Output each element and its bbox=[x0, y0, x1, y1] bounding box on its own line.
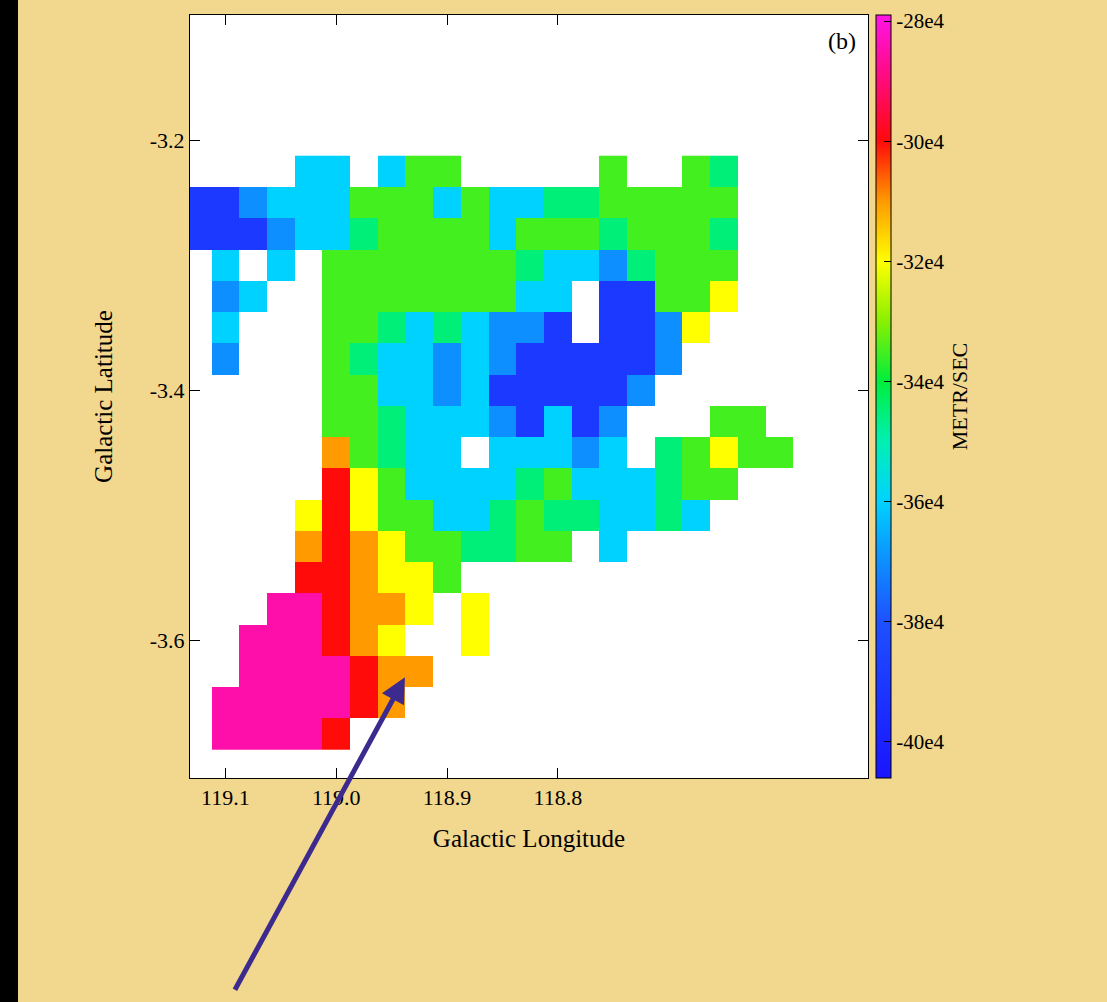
svg-text:119.0: 119.0 bbox=[312, 785, 361, 810]
svg-text:-40e4: -40e4 bbox=[896, 730, 944, 754]
svg-text:118.8: 118.8 bbox=[533, 785, 582, 810]
svg-text:-30e4: -30e4 bbox=[896, 130, 944, 154]
svg-text:-34e4: -34e4 bbox=[896, 370, 944, 394]
svg-text:-32e4: -32e4 bbox=[896, 250, 944, 274]
svg-text:-36e4: -36e4 bbox=[896, 490, 944, 514]
svg-text:-3.6: -3.6 bbox=[150, 628, 185, 653]
svg-text:119.1: 119.1 bbox=[201, 785, 250, 810]
svg-text:Galactic Longitude: Galactic Longitude bbox=[433, 825, 625, 852]
svg-text:-38e4: -38e4 bbox=[896, 610, 944, 634]
svg-text:-28e4: -28e4 bbox=[896, 9, 944, 33]
svg-text:(b): (b) bbox=[828, 28, 856, 54]
svg-text:-3.2: -3.2 bbox=[150, 128, 185, 153]
svg-text:-3.4: -3.4 bbox=[150, 378, 185, 403]
svg-text:METR/SEC: METR/SEC bbox=[947, 343, 972, 451]
svg-text:118.9: 118.9 bbox=[423, 785, 472, 810]
svg-text:Galactic Latitude: Galactic Latitude bbox=[90, 310, 117, 483]
